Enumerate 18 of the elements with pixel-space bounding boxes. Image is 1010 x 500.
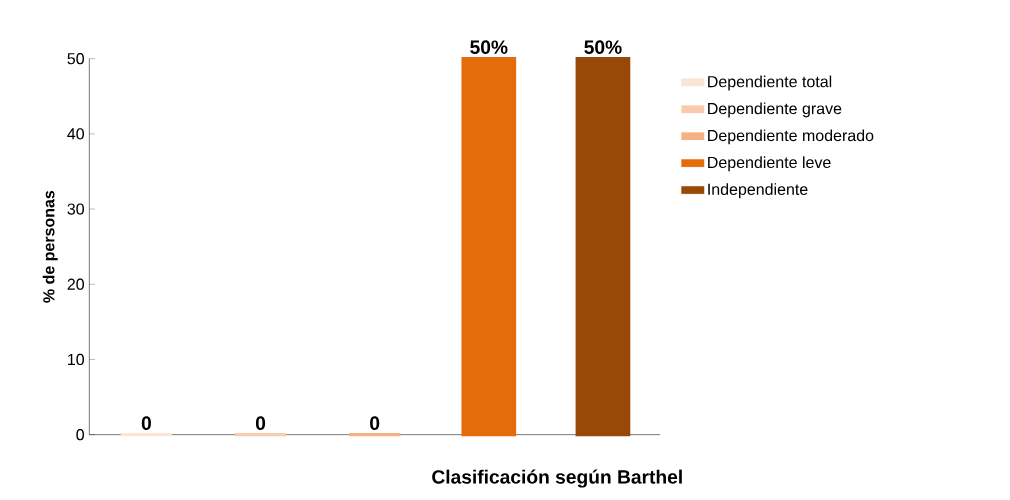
y-tick-label: 20 <box>67 278 84 290</box>
y-tick-label: 50 <box>67 53 84 65</box>
data-label: 0 <box>255 416 266 430</box>
data-label: 50% <box>470 40 508 54</box>
legend-label: Dependiente grave <box>708 102 842 118</box>
legend-label: Dependiente leve <box>708 156 831 172</box>
y-tick-label: 0 <box>76 429 85 441</box>
legend-label: Dependiente total <box>708 75 832 91</box>
y-tick-label: 10 <box>68 353 84 366</box>
data-label: 0 <box>370 416 380 430</box>
y-tick-label: 40 <box>67 128 84 140</box>
y-tick-label: 30 <box>67 203 84 215</box>
data-label: 50% <box>584 40 622 54</box>
data-label: 0 <box>141 416 151 430</box>
legend-label: Independiente <box>708 183 808 199</box>
x-axis-title: Clasificación según Barthel <box>432 469 682 488</box>
y-axis-title: % de personas <box>42 190 58 303</box>
legend-label: Dependiente moderado <box>708 129 874 145</box>
